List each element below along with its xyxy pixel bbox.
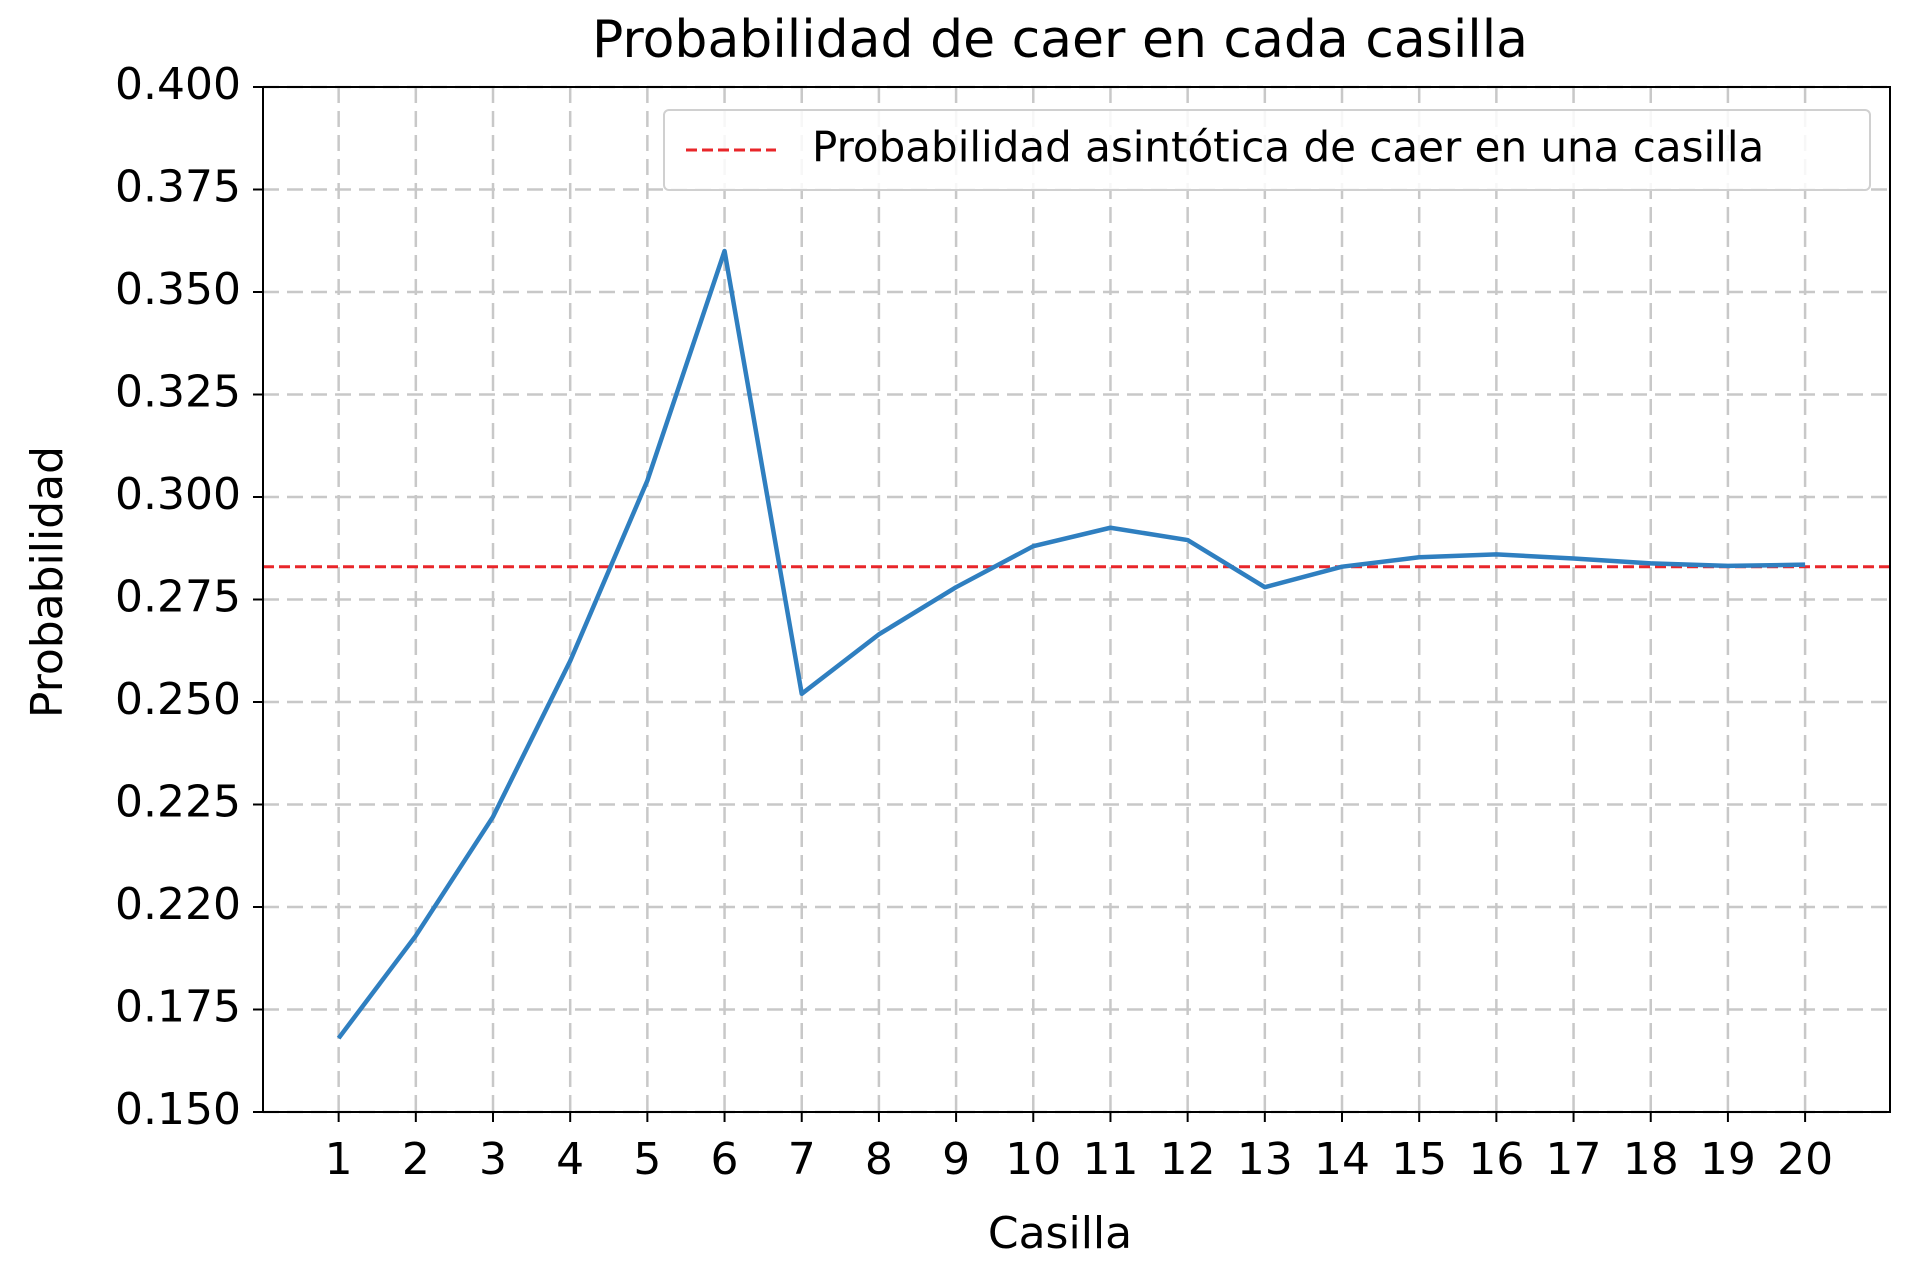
x-tick-label: 1	[325, 1134, 353, 1185]
x-tick-label: 10	[1005, 1134, 1061, 1185]
x-tick-label: 12	[1160, 1134, 1216, 1185]
x-tick-label: 19	[1700, 1134, 1756, 1185]
y-tick-label: 0.300	[115, 469, 241, 520]
x-tick-label: 11	[1082, 1134, 1138, 1185]
y-tick-label: 0.220	[115, 879, 241, 930]
y-axis-label: Probabilidad	[22, 446, 73, 718]
x-tick-label: 2	[402, 1134, 430, 1185]
legend-box	[663, 109, 1871, 191]
x-tick-label: 15	[1391, 1134, 1447, 1185]
y-tick-label: 0.250	[115, 674, 241, 725]
legend-label: Probabilidad asintótica de caer en una c…	[812, 123, 1764, 172]
x-tick-label: 20	[1777, 1134, 1833, 1185]
x-tick-label: 14	[1314, 1134, 1370, 1185]
y-tick-label: 0.325	[115, 367, 241, 418]
y-tick-label: 0.225	[115, 777, 241, 828]
y-tick-label: 0.175	[115, 982, 241, 1033]
x-tick-label: 16	[1468, 1134, 1524, 1185]
x-tick-label: 4	[556, 1134, 584, 1185]
y-tick-label: 0.400	[115, 59, 241, 110]
y-tick-label: 0.275	[115, 572, 241, 623]
x-tick-label: 8	[865, 1134, 893, 1185]
x-axis-label: Casilla	[988, 1208, 1132, 1259]
x-tick-label: 18	[1623, 1134, 1679, 1185]
x-tick-label: 3	[479, 1134, 507, 1185]
x-tick-label: 5	[633, 1134, 661, 1185]
y-tick-label: 0.375	[115, 162, 241, 213]
x-tick-label: 9	[942, 1134, 970, 1185]
x-tick-label: 7	[788, 1134, 816, 1185]
y-tick-label: 0.150	[115, 1084, 241, 1135]
data-line	[336, 248, 1806, 1040]
axes-frame	[262, 86, 1891, 1113]
y-tick-label: 0.350	[115, 264, 241, 315]
x-tick-label: 17	[1546, 1134, 1602, 1185]
x-tick-label: 6	[711, 1134, 739, 1185]
x-tick-label: 13	[1237, 1134, 1293, 1185]
chart-title: Probabilidad de caer en cada casilla	[592, 10, 1528, 70]
